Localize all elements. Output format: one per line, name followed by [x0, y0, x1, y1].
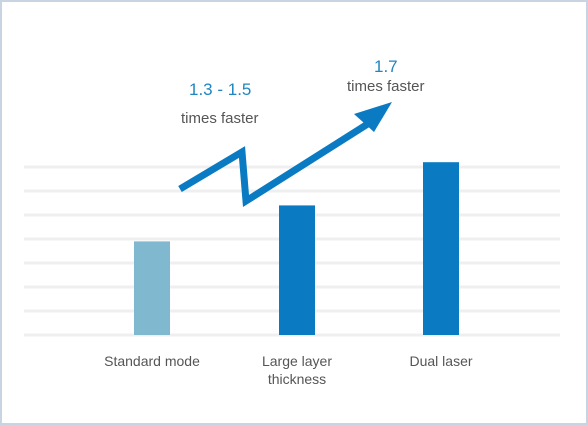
annotation-text: times faster: [347, 78, 425, 95]
x-tick-label: Standard mode: [104, 353, 200, 369]
x-tick-label: Dual laser: [409, 353, 473, 369]
bar: [134, 241, 170, 335]
x-tick-label: Large layer thickness: [261, 353, 333, 387]
annotation-value: 1.3 - 1.5: [189, 80, 252, 99]
annotation-value: 1.7: [374, 57, 398, 76]
arrow-head: [354, 102, 392, 132]
trend-arrow: [178, 117, 376, 208]
bar: [423, 162, 459, 335]
bar: [279, 205, 315, 335]
annotation-text: times faster: [181, 110, 259, 127]
